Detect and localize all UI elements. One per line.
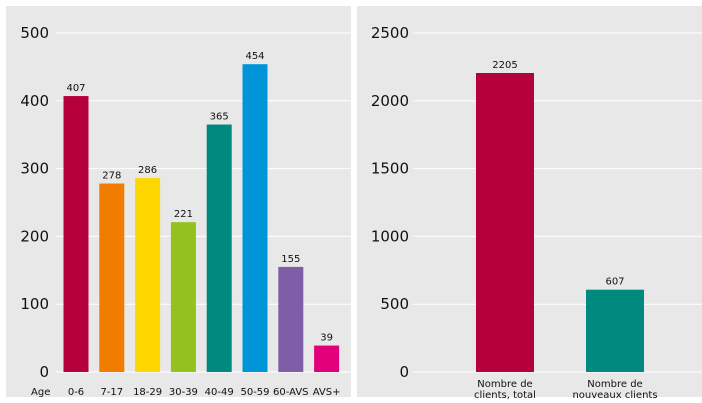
age-chart-category-label: 7-17 (100, 387, 123, 398)
age-chart-bar (242, 64, 268, 373)
age-chart-category-label: 60-AVS (273, 387, 309, 398)
age-chart-category-label: 18-29 (133, 387, 162, 398)
age-chart-category-label: 0-6 (68, 387, 84, 398)
age-chart-bar (63, 96, 89, 372)
clients-chart-y-tick-label: 2000 (371, 92, 409, 110)
age-chart-value-label: 221 (174, 209, 193, 220)
age-chart-value-label: 365 (210, 112, 229, 123)
clients-chart-y-tick-label: 2500 (371, 24, 409, 42)
clients-chart-category-label: clients, total (474, 390, 536, 401)
age-chart-value-label: 407 (66, 83, 85, 94)
age-distribution-chart: 0 100 200 300 400 500 407 0-6 278 7-17 286 18-29 221… (20, 24, 351, 398)
clients-chart-y-tick-label: 1000 (371, 227, 409, 245)
clients-chart-bar (586, 289, 644, 372)
clients-chart-y-tick-label: 0 (399, 363, 409, 381)
clients-chart-value-label: 607 (605, 277, 624, 288)
age-chart-y-tick-label: 300 (20, 160, 49, 178)
age-chart-y-tick-label: 400 (20, 92, 49, 110)
age-chart-y-tick-label: 0 (39, 363, 49, 381)
age-chart-category-label: AVS+ (313, 387, 341, 398)
age-chart-value-label: 155 (281, 254, 300, 265)
age-chart-value-label: 286 (138, 165, 157, 176)
clients-chart-panel: 0 500 1000 1500 2000 2500 2205 Nombre de clients… (357, 6, 702, 401)
age-chart-value-label: 454 (245, 51, 264, 62)
clients-chart-y-tick-label: 1500 (371, 160, 409, 178)
age-chart-value-label: 39 (320, 333, 333, 344)
age-chart-value-label: 278 (102, 171, 121, 182)
clients-chart-y-tick-label: 500 (380, 295, 409, 313)
clients-chart-category-label: nouveaux clients (572, 390, 657, 401)
clients-chart-value-label: 2205 (492, 60, 517, 71)
age-chart-bar (278, 266, 304, 372)
age-chart-bar (99, 183, 125, 372)
age-chart-bar (206, 124, 232, 372)
age-chart-category-label: 40-49 (205, 387, 234, 398)
age-chart-bar (170, 222, 196, 372)
age-chart-bar (314, 345, 340, 372)
age-chart-category-label: 50-59 (240, 387, 269, 398)
clients-chart-category-label: Nombre de (477, 379, 532, 390)
age-chart-y-tick-label: 500 (20, 24, 49, 42)
clients-chart-category-label: Nombre de (587, 379, 642, 390)
age-chart-bar (135, 178, 161, 372)
age-chart-x-axis-label: Age (31, 387, 50, 398)
clients-chart-bar (476, 73, 534, 372)
age-chart-y-tick-label: 200 (20, 227, 49, 245)
age-chart-y-tick-label: 100 (20, 295, 49, 313)
age-chart-category-label: 30-39 (169, 387, 198, 398)
age-chart-panel: 0 100 200 300 400 500 407 0-6 278 7-17 286 18-29 221… (6, 6, 351, 398)
